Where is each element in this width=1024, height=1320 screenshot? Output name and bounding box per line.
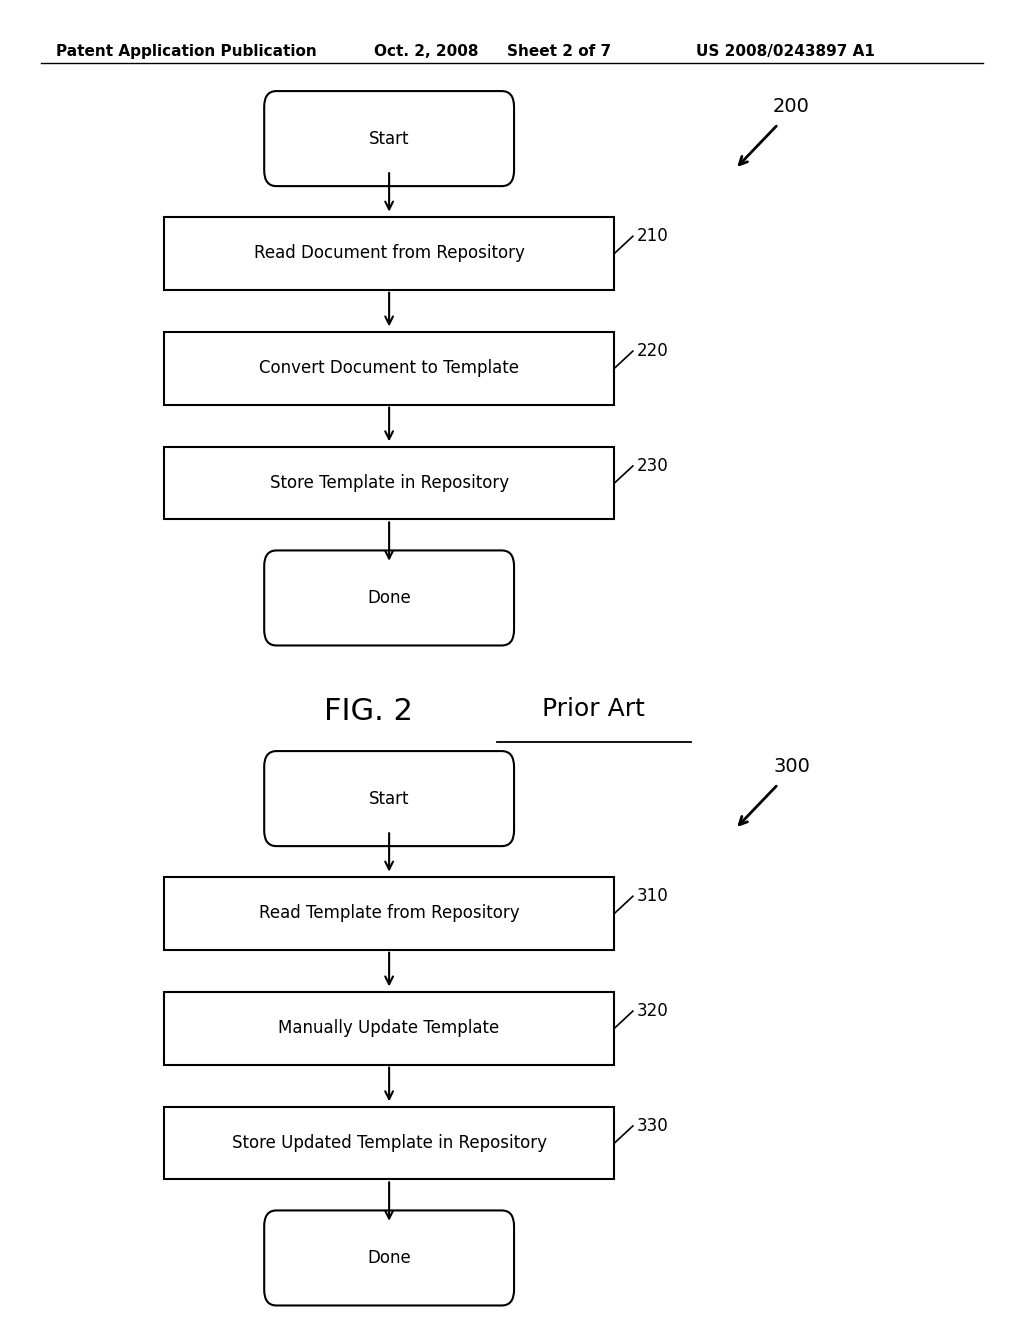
Text: 310: 310 [637, 887, 669, 906]
Text: Oct. 2, 2008: Oct. 2, 2008 [374, 44, 478, 58]
Text: FIG. 2: FIG. 2 [325, 697, 413, 726]
FancyBboxPatch shape [164, 993, 614, 1064]
Text: Start: Start [369, 129, 410, 148]
Text: 230: 230 [637, 457, 669, 475]
FancyBboxPatch shape [164, 876, 614, 950]
Text: Convert Document to Template: Convert Document to Template [259, 359, 519, 378]
Text: Store Updated Template in Repository: Store Updated Template in Repository [231, 1134, 547, 1152]
Text: 220: 220 [637, 342, 669, 360]
Text: Patent Application Publication: Patent Application Publication [56, 44, 317, 58]
Text: Manually Update Template: Manually Update Template [279, 1019, 500, 1038]
FancyBboxPatch shape [164, 1106, 614, 1180]
Text: 330: 330 [637, 1117, 669, 1135]
Text: Sheet 2 of 7: Sheet 2 of 7 [507, 44, 611, 58]
Text: 200: 200 [773, 98, 810, 116]
FancyBboxPatch shape [264, 550, 514, 645]
FancyBboxPatch shape [164, 446, 614, 519]
Text: Store Template in Repository: Store Template in Repository [269, 474, 509, 492]
Text: 320: 320 [637, 1002, 669, 1020]
Text: 210: 210 [637, 227, 669, 246]
Text: Start: Start [369, 789, 410, 808]
FancyBboxPatch shape [164, 216, 614, 289]
Text: Prior Art: Prior Art [543, 697, 645, 721]
Text: Read Document from Repository: Read Document from Repository [254, 244, 524, 263]
FancyBboxPatch shape [164, 331, 614, 404]
Text: US 2008/0243897 A1: US 2008/0243897 A1 [696, 44, 876, 58]
Text: Read Template from Repository: Read Template from Repository [259, 904, 519, 923]
FancyBboxPatch shape [264, 1210, 514, 1305]
FancyBboxPatch shape [264, 751, 514, 846]
FancyBboxPatch shape [264, 91, 514, 186]
Text: Done: Done [368, 589, 411, 607]
Text: 300: 300 [773, 758, 810, 776]
Text: Done: Done [368, 1249, 411, 1267]
